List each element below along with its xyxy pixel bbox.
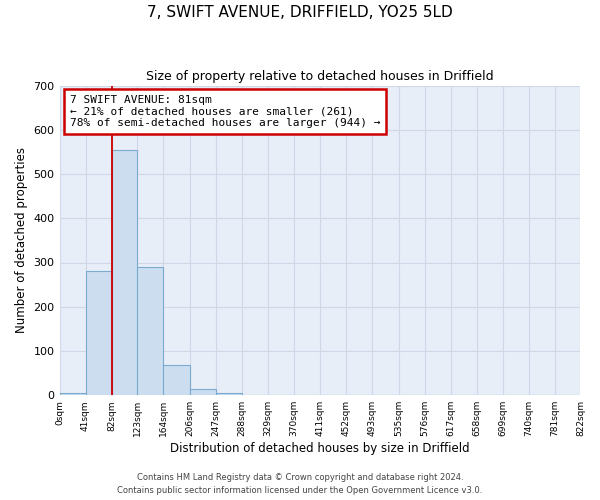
Bar — [190, 390, 216, 395]
Bar — [216, 392, 242, 395]
Y-axis label: Number of detached properties: Number of detached properties — [15, 148, 28, 334]
Bar — [163, 365, 190, 395]
Text: 7 SWIFT AVENUE: 81sqm
← 21% of detached houses are smaller (261)
78% of semi-det: 7 SWIFT AVENUE: 81sqm ← 21% of detached … — [70, 95, 380, 128]
Bar — [137, 267, 163, 395]
Bar — [86, 272, 112, 395]
X-axis label: Distribution of detached houses by size in Driffield: Distribution of detached houses by size … — [170, 442, 470, 455]
Title: Size of property relative to detached houses in Driffield: Size of property relative to detached ho… — [146, 70, 494, 83]
Text: 7, SWIFT AVENUE, DRIFFIELD, YO25 5LD: 7, SWIFT AVENUE, DRIFFIELD, YO25 5LD — [147, 5, 453, 20]
Text: Contains HM Land Registry data © Crown copyright and database right 2024.
Contai: Contains HM Land Registry data © Crown c… — [118, 474, 482, 495]
Bar — [112, 150, 137, 395]
Bar — [59, 392, 86, 395]
